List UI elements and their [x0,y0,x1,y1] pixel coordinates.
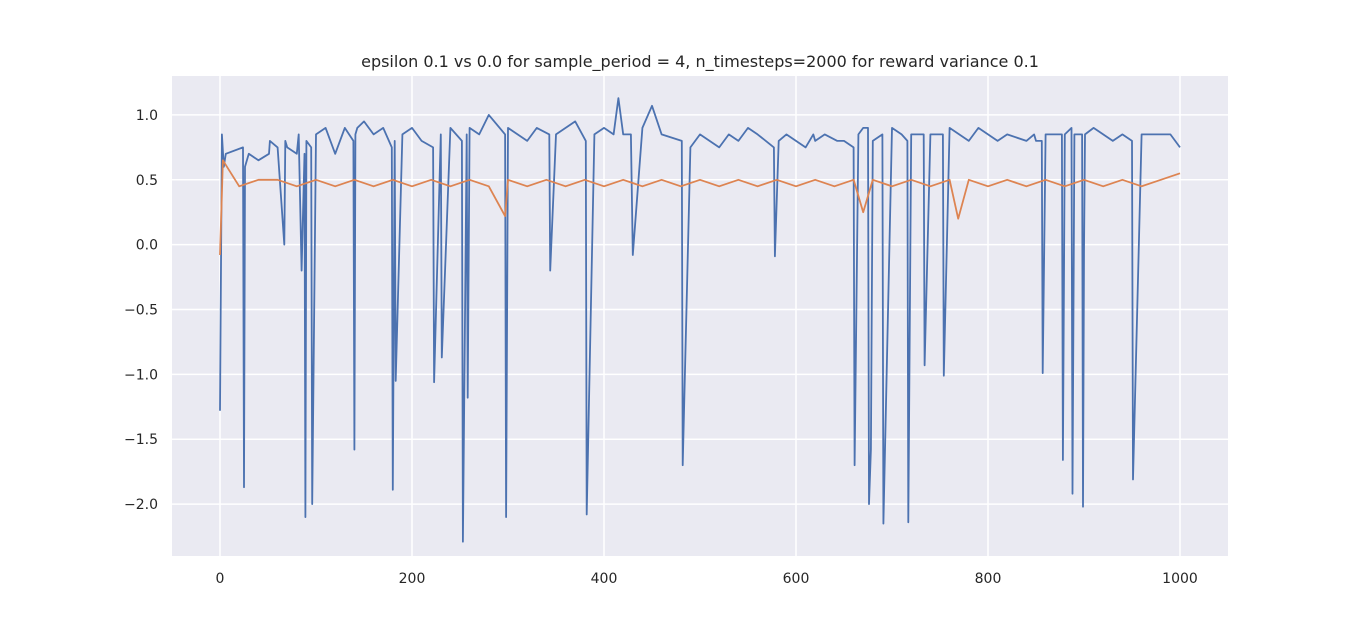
x-tick-label: 600 [783,571,810,587]
y-tick-label: −1.0 [124,367,158,383]
y-tick-label: −2.0 [124,497,158,513]
y-tick-labels: 1.0 0.5 0.0 −0.5 −1.0 −1.5 −2.0 [124,108,158,513]
series-line-1 [219,97,1181,543]
series-line-2 [219,159,1181,256]
y-tick-label: 0.5 [136,173,158,189]
plot-background [172,76,1228,556]
x-tick-label: 1000 [1162,571,1198,587]
x-tick-labels: 0 200 400 600 800 1000 [216,571,1198,587]
chart-title: epsilon 0.1 vs 0.0 for sample_period = 4… [361,52,1039,72]
x-tick-label: 400 [591,571,618,587]
y-tick-label: −0.5 [124,303,158,319]
x-tick-label: 800 [975,571,1002,587]
x-tick-label: 200 [399,571,426,587]
series-layer [219,97,1181,543]
y-tick-label: 1.0 [136,108,158,124]
y-tick-label: 0.0 [136,238,158,254]
x-gridlines [219,76,1181,556]
y-gridlines [172,114,1228,505]
y-tick-label: −1.5 [124,432,158,448]
x-tick-label: 0 [216,571,225,587]
